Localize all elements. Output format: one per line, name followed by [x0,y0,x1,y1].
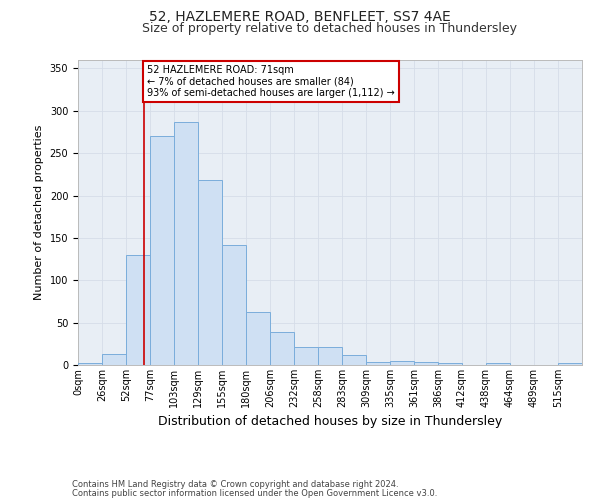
Y-axis label: Number of detached properties: Number of detached properties [34,125,44,300]
Bar [558,364,582,365]
X-axis label: Distribution of detached houses by size in Thundersley: Distribution of detached houses by size … [158,416,502,428]
Bar [390,361,414,365]
Text: Contains public sector information licensed under the Open Government Licence v3: Contains public sector information licen… [72,489,437,498]
Title: Size of property relative to detached houses in Thundersley: Size of property relative to detached ho… [143,22,517,35]
Bar [342,355,366,365]
Bar [102,354,126,365]
Bar [414,362,438,365]
Bar [438,364,462,365]
Text: 52 HAZLEMERE ROAD: 71sqm
← 7% of detached houses are smaller (84)
93% of semi-de: 52 HAZLEMERE ROAD: 71sqm ← 7% of detache… [147,65,395,98]
Bar [318,347,342,365]
Bar [222,244,246,365]
Bar [78,364,102,365]
Bar [198,180,222,365]
Bar [270,332,294,365]
Bar [486,364,510,365]
Bar [294,347,318,365]
Text: Contains HM Land Registry data © Crown copyright and database right 2024.: Contains HM Land Registry data © Crown c… [72,480,398,489]
Bar [246,312,270,365]
Bar [366,362,390,365]
Bar [174,122,198,365]
Bar [126,255,150,365]
Text: 52, HAZLEMERE ROAD, BENFLEET, SS7 4AE: 52, HAZLEMERE ROAD, BENFLEET, SS7 4AE [149,10,451,24]
Bar [150,136,174,365]
